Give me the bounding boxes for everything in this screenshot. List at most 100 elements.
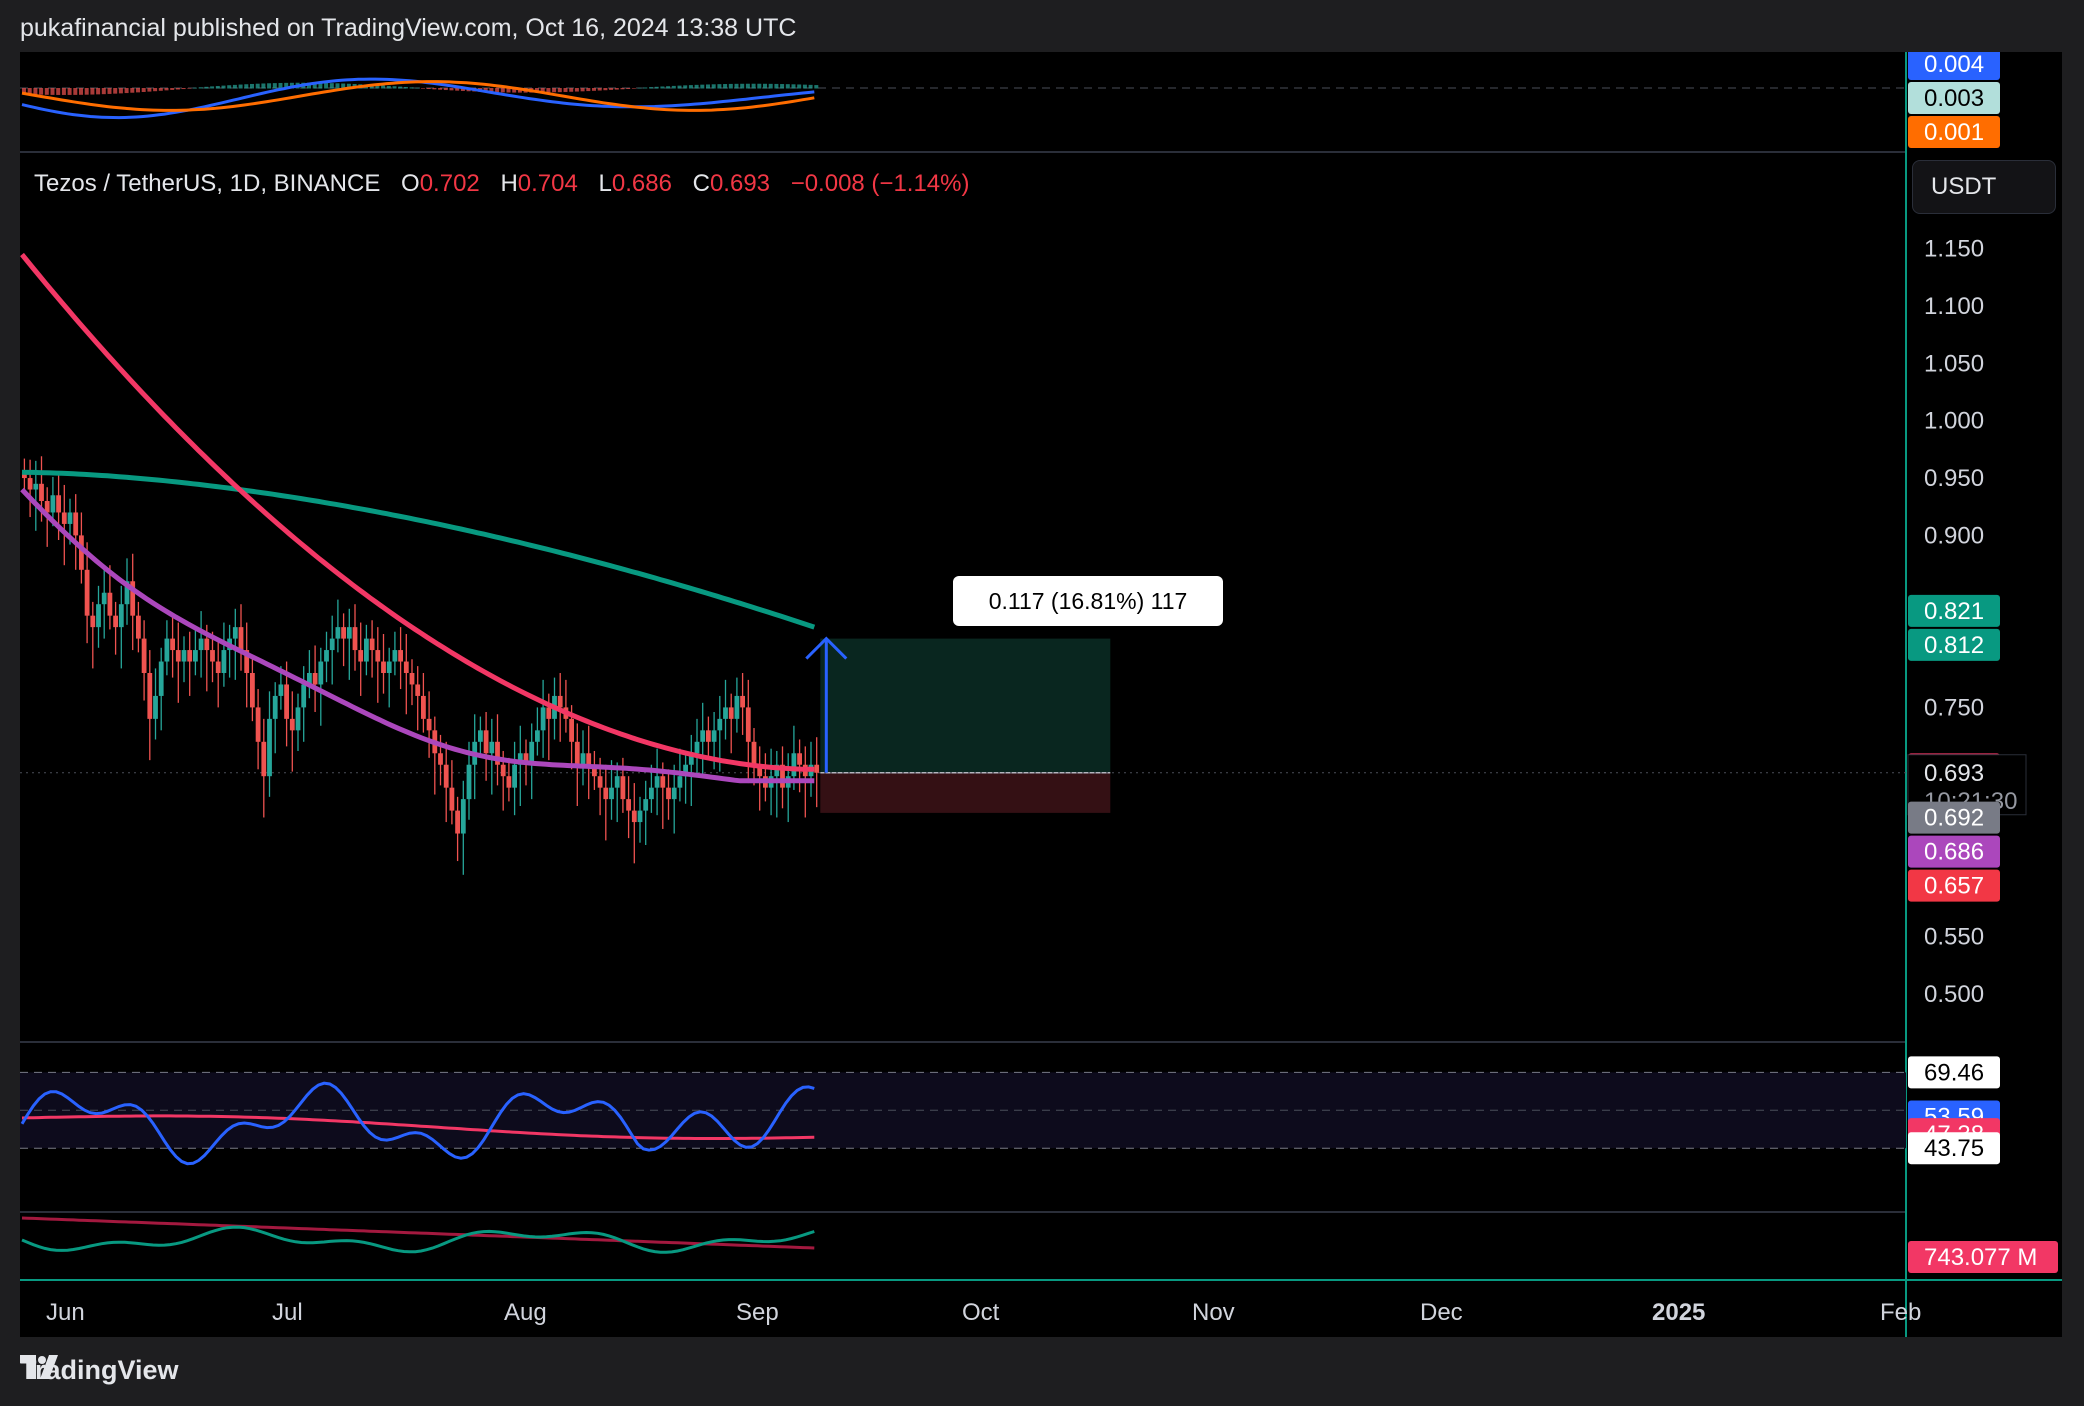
candle-body: [506, 776, 512, 788]
candle-body: [107, 592, 113, 616]
price-tag: 0.812: [1924, 632, 1984, 659]
macd-histogram-bar: [421, 88, 425, 89]
y-axis-tick-label: 0.500: [1924, 981, 1984, 1008]
macd-histogram-bar: [324, 83, 329, 89]
main-pane: [20, 252, 1906, 875]
candle-body: [39, 483, 44, 501]
macd-histogram-bar: [631, 88, 636, 89]
macd-price-tag-bg: [1908, 82, 2000, 114]
position-loss-zone: [820, 772, 1111, 813]
macd-histogram-bar: [158, 88, 163, 91]
macd-histogram-bar: [569, 88, 574, 92]
rsi-pane: [20, 1071, 1906, 1166]
macd-histogram-bar: [660, 86, 665, 89]
macd-histogram-bar: [90, 88, 95, 95]
open-value: 0.702: [419, 170, 480, 197]
candle-body: [250, 673, 255, 708]
candle-body: [255, 707, 261, 742]
macd-histogram-bar: [312, 82, 317, 89]
candle-body: [626, 799, 631, 811]
macd-histogram-bar: [597, 88, 602, 91]
candle-body: [614, 776, 620, 788]
macd-histogram-bar: [267, 83, 272, 89]
low-label: L: [598, 170, 612, 197]
candle-body: [797, 753, 802, 765]
candle-body: [660, 776, 666, 788]
macd-histogram-bar: [210, 86, 215, 89]
currency-button[interactable]: USDT: [1912, 160, 2056, 214]
candle-body: [438, 753, 443, 765]
macd-histogram-bar: [107, 88, 112, 94]
price-tag-bg: [1908, 835, 2000, 868]
macd-histogram-bar: [227, 85, 232, 89]
x-axis-label: Aug: [504, 1299, 547, 1326]
candle-body: [369, 638, 375, 651]
macd-histogram-bar: [398, 86, 403, 89]
candle-body: [603, 787, 609, 800]
macd-histogram-bar: [609, 88, 614, 90]
macd-histogram-bar: [512, 88, 517, 93]
candle-body: [238, 627, 244, 651]
macd-histogram-bar: [460, 88, 465, 91]
candle-body: [409, 673, 415, 685]
macd-histogram-bar: [797, 84, 802, 89]
candle-body: [711, 730, 717, 742]
candle-body: [751, 741, 757, 765]
candle-body: [267, 718, 272, 777]
macd-histogram-bar: [170, 88, 175, 90]
macd-histogram-bar: [67, 88, 72, 95]
position-measure-label[interactable]: 0.117 (16.81%) 117: [953, 576, 1223, 626]
candle-body: [466, 764, 472, 800]
symbol-legend[interactable]: Tezos / TetherUS, 1D, BINANCE O0.702 H0.…: [34, 170, 969, 198]
candle-body: [392, 650, 398, 662]
macd-histogram-bar: [22, 88, 26, 95]
rsi-price-tag-bg: [1908, 1056, 2000, 1089]
macd-histogram-bar: [814, 85, 819, 89]
price-tag: 0.657: [1924, 873, 1984, 900]
candle-body: [443, 764, 449, 788]
candle-body: [261, 741, 267, 777]
price-tag: 0.692: [1924, 805, 1984, 832]
candle-body: [130, 581, 136, 616]
macd-histogram-bar: [96, 88, 101, 95]
y-axis-tick-label: 0.900: [1924, 522, 1984, 549]
y-axis-tick-label: 0.750: [1924, 694, 1984, 721]
macd-histogram-bar: [757, 83, 762, 89]
macd-histogram-bar: [198, 87, 203, 89]
candle-body: [449, 787, 455, 811]
chart-svg[interactable]: 1.150 1.100 1.050 1.000 0.950 0.900 0.750 0.550…: [20, 52, 2062, 1337]
low-value: 0.686: [611, 170, 672, 197]
candle-body: [346, 627, 352, 639]
candle-body: [500, 764, 506, 777]
close-value: 0.693: [709, 170, 771, 197]
macd-histogram-bar: [409, 87, 414, 89]
chart-container[interactable]: 1.150 1.100 1.050 1.000 0.950 0.900 0.750 0.550…: [20, 52, 2062, 1337]
tradingview-logo[interactable]: TradingView: [20, 1355, 179, 1386]
x-axis-label: Sep: [736, 1299, 779, 1326]
candle-body: [79, 535, 84, 570]
macd-histogram-bar: [706, 84, 710, 89]
x-axis-label: Oct: [962, 1299, 1000, 1326]
candle-body: [272, 695, 278, 719]
macd-histogram-bar: [244, 84, 249, 89]
macd-histogram-bar: [215, 85, 220, 89]
volume-price-tag-bg: [1908, 1241, 2058, 1273]
candle-body: [654, 776, 660, 788]
y-axis-tick-label: 0.950: [1924, 465, 1984, 492]
price-tag-bg: [1908, 594, 2000, 627]
candle-body: [421, 695, 426, 719]
macd-price-tag: 0.003: [1924, 85, 1984, 112]
macd-histogram-bar: [73, 88, 78, 95]
high-label: H: [500, 170, 518, 197]
candle-body: [329, 638, 335, 651]
macd-histogram-bar: [580, 88, 585, 92]
y-axis-tick-label: 1.150: [1924, 236, 1984, 263]
candle-body: [381, 661, 386, 673]
macd-histogram-bar: [808, 84, 813, 89]
candle-body: [215, 661, 221, 673]
candle-body: [61, 512, 67, 524]
change-value: −0.008 (−1.14%): [790, 170, 970, 197]
macd-histogram-bar: [688, 85, 693, 89]
candle-body: [717, 718, 723, 731]
candle-body: [780, 764, 785, 788]
